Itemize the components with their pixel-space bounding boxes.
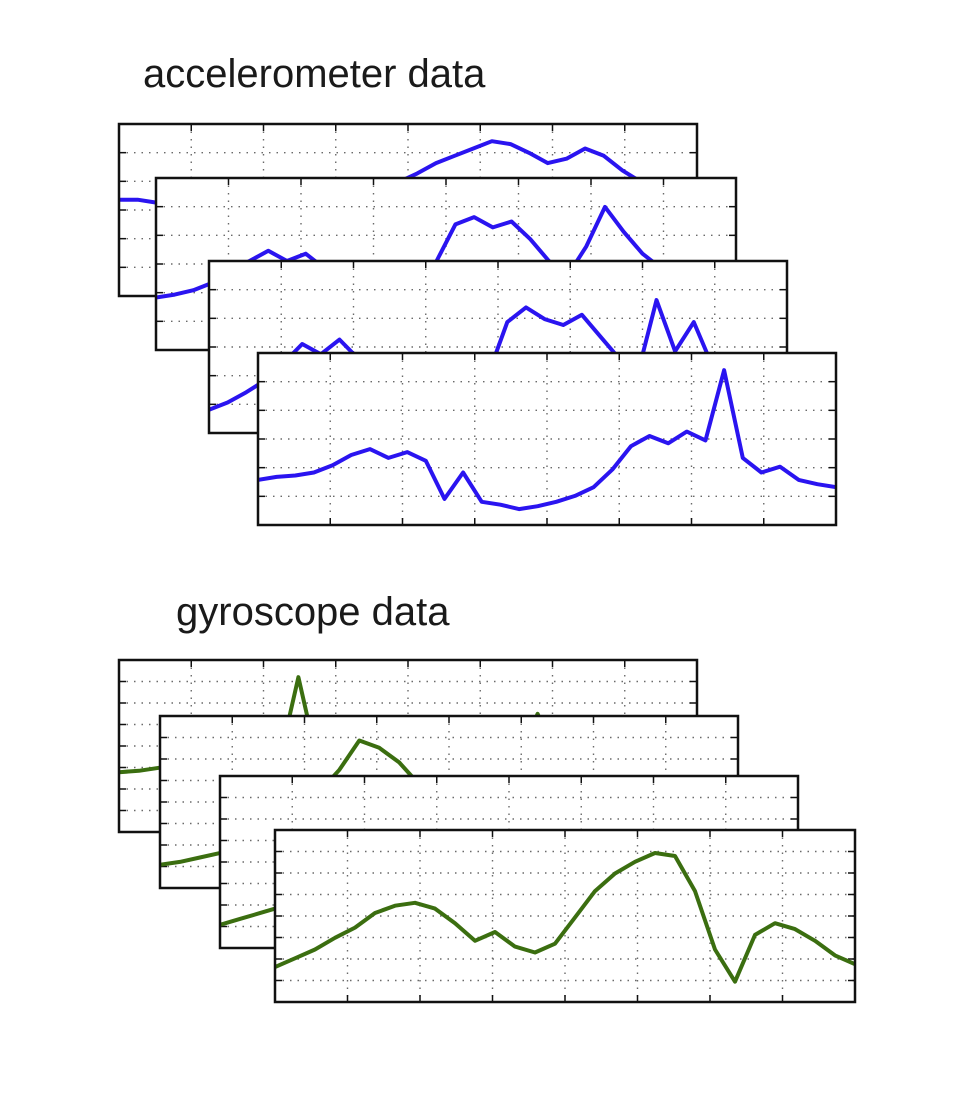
panel-frame: [256, 351, 838, 527]
panel-grid: [258, 353, 836, 525]
gyroscope-series-line-4: [275, 851, 855, 984]
accelerometer-series-line-2: [156, 204, 736, 300]
panel-grid: [275, 830, 855, 1002]
gyroscope-label: gyroscope data: [176, 590, 450, 634]
accelerometer-series-line-3: [209, 298, 787, 415]
accelerometer-series-line-4: [258, 368, 836, 512]
accelerometer-panel-4: [256, 351, 838, 527]
gyroscope-panel-4: [273, 828, 857, 1004]
panel-frame: [273, 828, 857, 1004]
panel-background: [275, 830, 855, 1002]
panel-background: [258, 353, 836, 525]
accelerometer-label: accelerometer data: [143, 52, 486, 96]
